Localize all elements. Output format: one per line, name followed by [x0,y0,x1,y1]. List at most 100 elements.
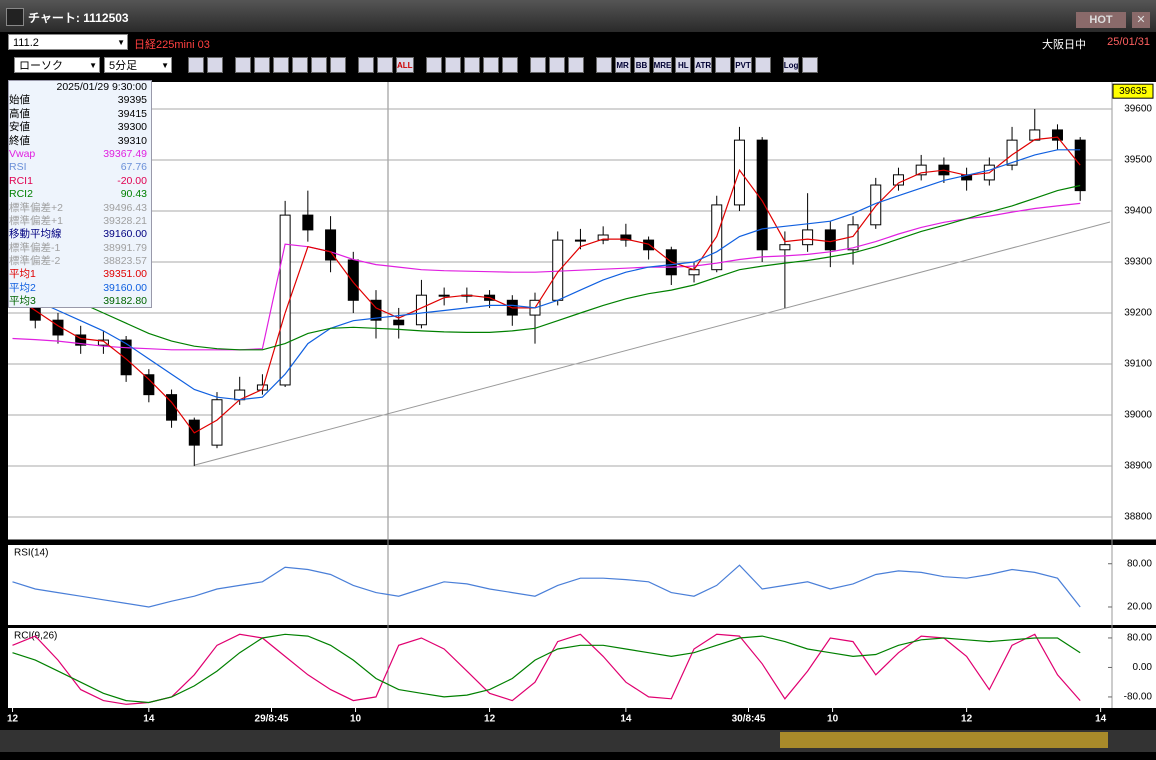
info-label: 始値 [9,94,30,107]
tool-button[interactable]: ALL [396,57,414,73]
scroll-thumb[interactable] [780,732,1108,748]
info-row: 平均3 39182.80 [9,295,151,308]
candle-body [120,339,132,376]
last-price-box [1112,83,1154,99]
tool-button[interactable] [330,57,346,73]
candle-body [779,244,791,251]
panel-title: RSI(14) [14,548,48,559]
tool-button[interactable] [254,57,270,73]
candle-body [915,164,927,176]
tool-button[interactable] [463,57,480,73]
info-value: 39351.00 [103,268,147,281]
candle-body [1074,139,1086,192]
info-panel: 2025/01/29 9:30:00 始値 39395 高値 39415 安値 39300… [8,80,152,308]
tool-button[interactable]: MR [614,57,631,73]
x-tick-label: 12 [484,714,496,725]
info-label: RCI2 [9,188,33,201]
info-label: 移動平均線 [9,228,62,241]
candle-body [1029,129,1041,141]
tool-button[interactable] [235,57,251,73]
tool-button[interactable] [567,57,584,73]
tool-button[interactable] [754,57,771,73]
header: 111.2 日経225mini 03 大阪日中 25/01/31 [0,33,1156,52]
rci-panel [8,628,1156,708]
tool-button[interactable] [425,57,442,73]
info-row: 標準偏差+2 39496.43 [9,202,151,215]
info-value: 39367.49 [103,147,147,160]
tool-button[interactable] [548,57,565,73]
candle-body [1006,139,1018,166]
x-tick-label: 14 [1095,714,1107,725]
info-label: 標準偏差+2 [9,201,63,214]
tool-button[interactable] [529,57,546,73]
candle-body [597,234,609,241]
tool-button[interactable]: HL [675,57,692,73]
candle-body [52,319,64,336]
x-tick-label: 29/8:45 [255,714,289,725]
close-button[interactable]: ✕ [1132,12,1150,28]
series-line [12,184,1081,351]
tool-button[interactable]: MRE [652,57,673,73]
code-select[interactable]: 111.2 [8,34,128,51]
candle-body [279,214,291,386]
info-row: 移動平均線 39160.00 [9,228,151,241]
tool-button[interactable] [188,57,204,73]
info-value: 39328.21 [103,214,147,227]
y-tick-label: 39000 [1124,410,1152,421]
tool-button[interactable] [358,57,374,73]
y-tick-label: 39400 [1124,206,1152,217]
series-line [12,202,1081,351]
chart-kind-select[interactable]: ローソク [14,57,100,74]
tool-button[interactable] [311,57,327,73]
app-icon [6,8,24,26]
info-value: -20.00 [117,174,147,187]
y-tick-label: 38900 [1124,461,1152,472]
series-line [12,149,1081,401]
tool-button[interactable]: PVT [734,57,752,73]
tool-button[interactable]: Log [782,57,800,73]
tool-button[interactable] [444,57,461,73]
hot-button[interactable]: HOT [1076,12,1126,28]
x-tick-label: 14 [143,714,155,725]
main-panel [8,82,1112,540]
info-label: Vwap [9,147,36,160]
info-value: 39496.43 [103,201,147,214]
tool-button[interactable] [207,57,223,73]
interval-select[interactable]: 5分足 [104,57,172,74]
tool-button[interactable] [482,57,499,73]
tool-button[interactable]: ATR [694,57,713,73]
candle-body [688,269,700,276]
info-label: 平均2 [9,281,36,294]
candle-body [870,184,882,226]
info-row: 終値 39310 [9,135,151,148]
instrument: 日経225mini 03 [134,39,210,51]
candle-body [325,229,337,261]
info-row: 平均1 39351.00 [9,268,151,281]
info-row: 標準偏差-2 38823.57 [9,255,151,268]
info-value: 67.76 [120,161,147,174]
tool-button[interactable]: BB [633,57,650,73]
info-value: 38823.57 [103,255,147,268]
tool-button[interactable] [501,57,518,73]
info-value: 39160.00 [103,228,147,241]
info-row: RCI2 90.43 [9,188,151,201]
candle-body [347,259,359,301]
rsi-panel [8,545,1156,625]
info-value: 39182.80 [103,295,147,308]
tool-button[interactable] [595,57,612,73]
y-tick-label: 0.00 [1133,662,1153,673]
tool-button[interactable] [273,57,289,73]
tool-button[interactable] [715,57,732,73]
y-tick-label: 39100 [1124,359,1152,370]
tool-button[interactable] [292,57,308,73]
tool-button[interactable] [377,57,393,73]
y-tick-label: -80.00 [1124,692,1153,703]
tool-button[interactable] [802,57,819,73]
date: 25/01/31 [1107,36,1150,48]
info-row: 標準偏差-1 38991.79 [9,242,151,255]
candle-body [574,239,586,242]
y-tick-label: 39500 [1124,155,1152,166]
